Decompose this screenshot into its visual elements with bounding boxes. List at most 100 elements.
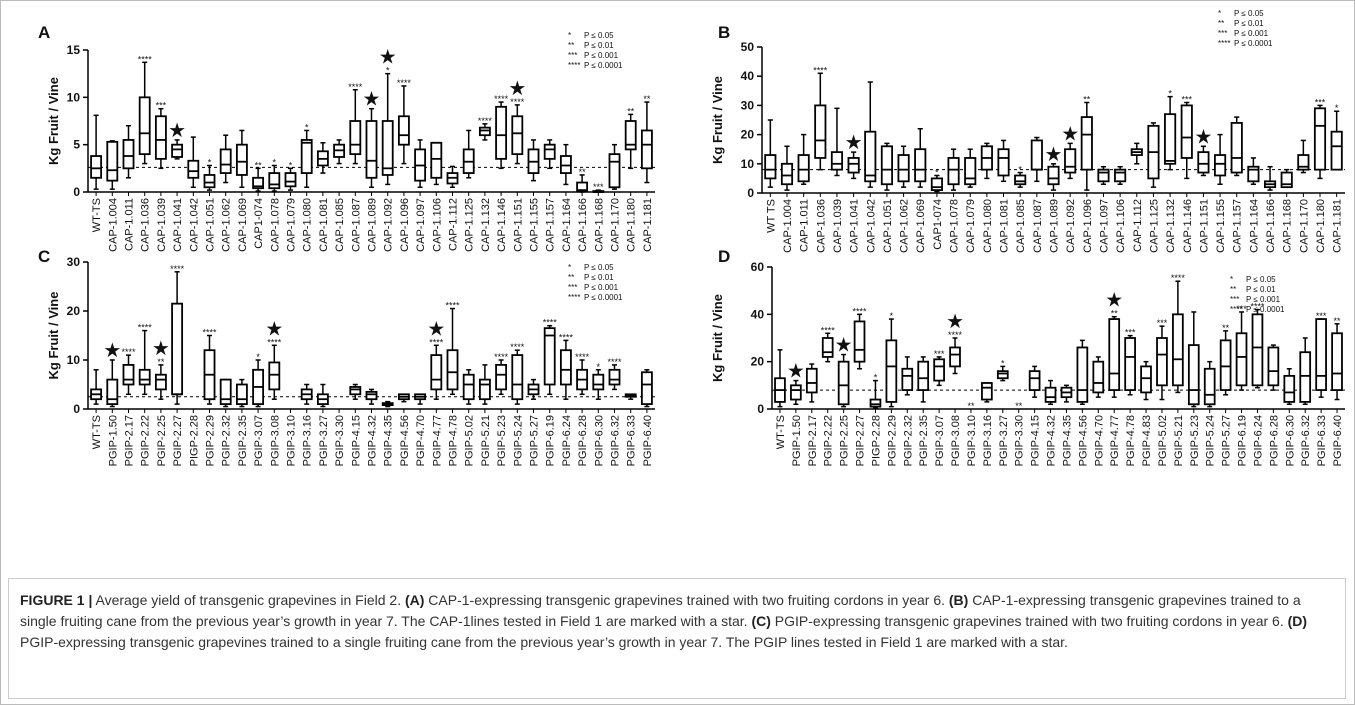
x-tick-label: CAP-1.036 (815, 199, 827, 253)
star: ★ (1045, 144, 1063, 166)
box (930, 177, 943, 191)
x-tick-label: PGIP-3.07 (934, 415, 946, 466)
x-tick-label: CAP-1.078 (269, 198, 281, 252)
box (797, 154, 810, 183)
significance: **** (202, 328, 217, 338)
significance: * (256, 352, 260, 362)
x-tick-label: PGIP-6.19 (1237, 415, 1249, 466)
caption-text: (C) (751, 613, 771, 629)
x-tick-label: CAP-1.081 (318, 198, 330, 252)
x-tick-label: CAP-1.011 (124, 198, 136, 251)
significance: **** (494, 352, 509, 362)
x-tick-label: PGIP-4.56 (399, 415, 411, 466)
significance: * (874, 373, 878, 383)
x-tick-label: PGIP-5.02 (464, 415, 476, 466)
significance: **** (543, 318, 558, 328)
panel-label: D (718, 247, 730, 266)
box (880, 145, 893, 186)
box (365, 120, 378, 179)
box (478, 378, 491, 401)
key-symbol: * (568, 263, 571, 272)
x-tick-label: CAP-1.042 (188, 198, 200, 252)
key-text: P ≤ 0.01 (584, 273, 614, 282)
caption-text: CAP-1-expressing transgenic grapevines t… (20, 592, 1301, 629)
box (495, 105, 508, 160)
caption: FIGURE 1 | Average yield of transgenic g… (20, 590, 1335, 653)
x-tick-label: CAP-1.096 (1082, 199, 1094, 253)
x-tick-label: PGIP-4.78 (1125, 415, 1137, 466)
box (1313, 107, 1327, 171)
x-tick-label: PGIP-3.16 (982, 415, 994, 466)
x-tick-label: WT-TS (91, 198, 103, 232)
y-tick-label: 30 (67, 255, 81, 269)
box (576, 181, 589, 192)
y-tick-label: 15 (67, 43, 81, 57)
significance: **** (138, 54, 153, 64)
significance: ** (643, 94, 651, 104)
x-tick-label: CAP-1.132 (1165, 199, 1177, 253)
box (171, 143, 184, 158)
caption-text: (A) (404, 592, 425, 608)
x-tick-label: CAP-1.081 (999, 199, 1011, 253)
box (1044, 386, 1057, 403)
x-tick-label: CAP-1.051 (205, 198, 217, 252)
star: ★ (265, 318, 283, 340)
key-text: P ≤ 0.001 (584, 283, 619, 292)
x-tick-label: PGIP-3.08 (269, 415, 281, 466)
box (821, 337, 834, 358)
key-symbol: *** (568, 283, 577, 292)
x-tick-label: PGIP-2.32 (221, 415, 233, 466)
x-tick-label: PGIP-1.50 (107, 415, 119, 466)
x-tick-label: PGIP-5.02 (1157, 415, 1169, 466)
x-tick-label: PGIP-2.32 (902, 415, 914, 466)
box (764, 154, 777, 180)
x-tick-label: CAP-1.092 (1065, 199, 1077, 253)
box (1080, 116, 1093, 171)
box (1330, 130, 1343, 171)
x-tick-label: PGIP-4.15 (1030, 415, 1042, 466)
box (235, 383, 248, 406)
box (1028, 370, 1041, 391)
box (122, 363, 135, 386)
box (1014, 174, 1027, 186)
x-tick-label: CAP-1.036 (140, 198, 152, 252)
box (90, 155, 103, 179)
x-tick-label: CAP-1.132 (480, 198, 492, 252)
x-tick-label: CAP-1.097 (415, 198, 427, 252)
box (964, 157, 977, 186)
box (381, 120, 394, 176)
y-axis-label: Kg Fruit / Vine (710, 294, 725, 382)
key-symbol: * (568, 31, 571, 40)
significance: ** (1334, 316, 1342, 326)
significance: *** (1315, 97, 1326, 107)
key-symbol: *** (1230, 295, 1239, 304)
x-tick-label: PGIP-3.10 (286, 415, 298, 466)
panel-label: A (38, 23, 50, 42)
box (814, 104, 827, 159)
box (1219, 339, 1232, 391)
significance: *** (1236, 304, 1247, 314)
star: ★ (363, 89, 381, 111)
x-tick-label: PGIP-2.17 (807, 415, 819, 466)
x-tick-label: CAP-1.155 (529, 198, 541, 252)
significance: * (386, 66, 390, 76)
box (914, 148, 927, 183)
box (543, 327, 556, 386)
box (252, 176, 265, 190)
star: ★ (946, 311, 964, 333)
key-symbol: **** (1218, 39, 1230, 48)
box (608, 153, 621, 189)
box (1156, 337, 1168, 387)
box (462, 373, 475, 401)
key-text: P ≤ 0.05 (584, 263, 614, 272)
box (837, 360, 850, 406)
box (869, 398, 882, 408)
box (1140, 365, 1152, 394)
x-tick-label: CAP-1.106 (1115, 199, 1127, 253)
significance: * (1001, 358, 1005, 368)
significance: **** (138, 323, 153, 333)
key-symbol: **** (568, 293, 580, 302)
y-tick-label: 10 (741, 157, 755, 171)
box (901, 367, 914, 391)
significance: **** (607, 357, 622, 367)
